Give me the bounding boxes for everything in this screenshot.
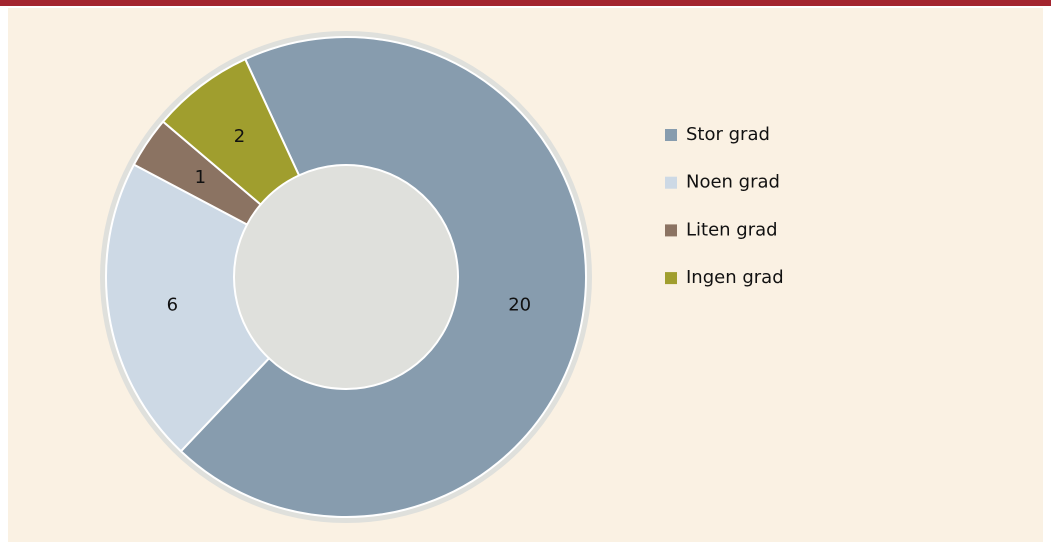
- legend-label: Noen grad: [686, 172, 780, 193]
- legend-label: Ingen grad: [686, 267, 784, 288]
- data-label: 1: [195, 167, 206, 188]
- donut-slice: [161, 57, 301, 206]
- legend-swatch: [665, 272, 677, 285]
- data-label: 20: [508, 294, 531, 315]
- top-bar: [0, 0, 1051, 6]
- legend-label: Liten grad: [686, 219, 778, 240]
- data-label: 6: [167, 294, 178, 315]
- donut-slice: [179, 36, 587, 518]
- legend-swatch: [665, 176, 677, 189]
- legend-swatch: [665, 224, 677, 237]
- legend-label: Stor grad: [686, 124, 770, 145]
- legend-swatch: [665, 129, 677, 141]
- donut-slice: [105, 163, 271, 453]
- data-label: 2: [234, 126, 245, 147]
